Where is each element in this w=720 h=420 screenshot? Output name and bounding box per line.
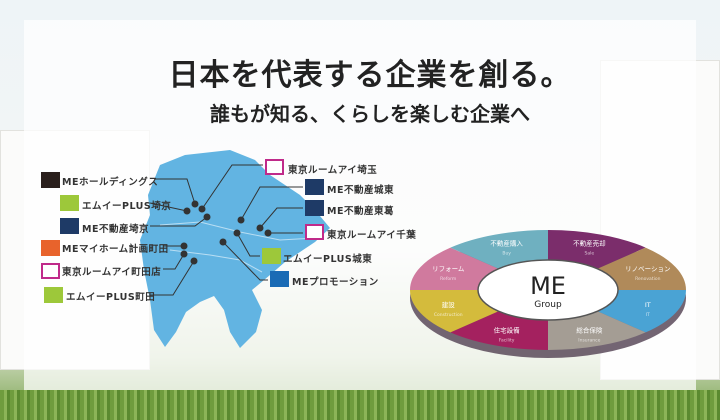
- location-dot: [198, 205, 206, 213]
- company-label: 東京ルームアイ町田店: [62, 267, 162, 278]
- location-dot: [219, 238, 227, 246]
- company-logo-icon: [305, 179, 324, 195]
- leader-line: [150, 216, 208, 227]
- ring-segment: [410, 290, 499, 333]
- segment-label: 建設: [442, 300, 456, 309]
- segment-sublabel: Buy: [502, 251, 511, 257]
- location-dot: [237, 216, 245, 224]
- location-dot: [190, 257, 198, 265]
- company-label: 東京ルームアイ埼玉: [288, 165, 378, 176]
- company-label: エムイーPLUS埼京: [82, 201, 172, 212]
- segment-sublabel: Sale: [585, 251, 595, 257]
- company-logo-icon: [262, 248, 281, 264]
- company-label: MEマイホーム計画町田: [62, 244, 169, 255]
- ring-center: [477, 259, 619, 321]
- ring-segment: [597, 247, 686, 290]
- leader-line: [149, 202, 188, 212]
- location-dot: [264, 229, 272, 237]
- company-logo-icon: [41, 263, 60, 279]
- segment-label: IT: [645, 301, 651, 309]
- company-logo-icon: [265, 159, 284, 175]
- headline: 日本を代表する企業を創る。: [168, 58, 572, 93]
- segment-sublabel: Insurance: [578, 337, 600, 343]
- segment-label: 不動産購入: [490, 239, 523, 248]
- map-area: [140, 150, 330, 348]
- segment-sublabel: Construction: [434, 312, 463, 318]
- ring-segment: [548, 230, 646, 269]
- location-dot: [233, 229, 241, 237]
- location-dot: [183, 207, 191, 215]
- company-label: ME不動産埼京: [82, 224, 149, 235]
- leader-line: [155, 178, 196, 205]
- company-label: ME不動産城東: [327, 185, 394, 196]
- company-logo-icon: [305, 200, 324, 216]
- leader-line: [150, 260, 195, 296]
- location-dot: [256, 224, 264, 232]
- ring-segment: [450, 230, 548, 269]
- leader-line: [163, 253, 185, 270]
- location-dot: [180, 242, 188, 250]
- leader-line: [222, 241, 268, 281]
- leader-line: [236, 232, 260, 257]
- ring-segment: [450, 311, 548, 350]
- segment-label: リノベーション: [625, 265, 670, 273]
- segment-label: 不動産売却: [573, 239, 606, 248]
- company-label: MEホールディングス: [62, 177, 159, 188]
- segment-sublabel: Renovation: [635, 276, 660, 282]
- subheadline: 誰もが知る、くらしを楽しむ企業へ: [210, 102, 530, 126]
- segment-sublabel: IT: [646, 312, 650, 318]
- segment-sublabel: Facility: [499, 337, 515, 343]
- segment-sublabel: Reform: [440, 276, 456, 282]
- location-dot: [191, 200, 199, 208]
- me-logo: ME: [530, 272, 566, 300]
- grass: [0, 390, 720, 420]
- company-logo-icon: [305, 224, 324, 240]
- ring-segment: [410, 247, 499, 290]
- ring-segment: [597, 290, 686, 333]
- company-label: ME不動産東葛: [327, 206, 394, 217]
- ring-segment: [548, 311, 646, 350]
- leader-line: [201, 164, 263, 210]
- group-label: Group: [534, 300, 562, 310]
- company-logo-icon: [60, 195, 79, 211]
- company-label: MEプロモーション: [292, 277, 379, 288]
- segment-label: 総合保険: [576, 325, 603, 334]
- leader-line: [259, 207, 303, 229]
- company-logo-icon: [41, 172, 60, 188]
- location-dot: [180, 250, 188, 258]
- company-logo-icon: [41, 240, 60, 256]
- segment-label: リフォーム: [432, 265, 465, 273]
- segment-label: 住宅設備: [494, 325, 521, 334]
- company-label: エムイーPLUS町田: [66, 292, 156, 303]
- company-label: 東京ルームアイ千葉: [327, 230, 417, 241]
- company-logo-icon: [270, 271, 289, 287]
- company-logo-icon: [44, 287, 63, 303]
- leader-line: [240, 186, 303, 221]
- company-label: エムイーPLUS城東: [283, 254, 373, 265]
- location-dot: [203, 213, 211, 221]
- company-logo-icon: [60, 218, 79, 234]
